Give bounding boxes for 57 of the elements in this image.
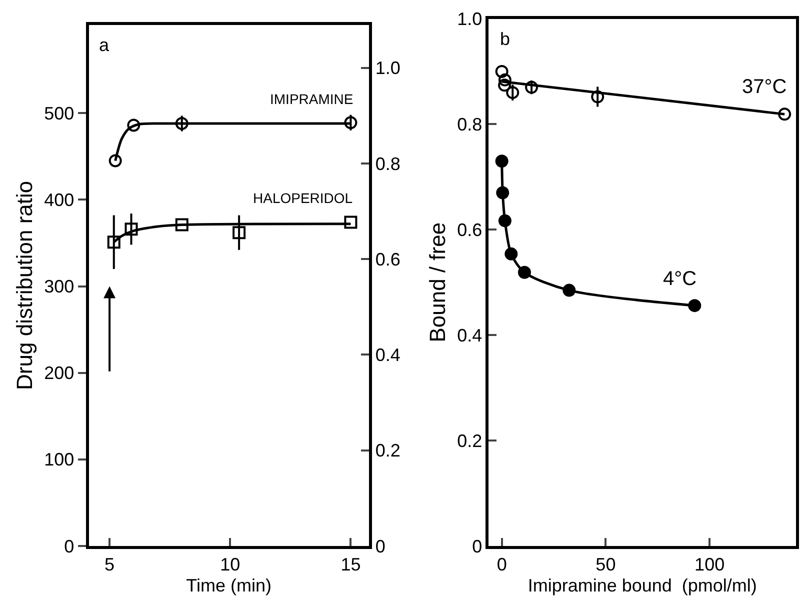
y2-tick-label: 0.6: [375, 249, 400, 270]
point: [344, 116, 358, 130]
point: [562, 284, 576, 297]
point: [688, 299, 702, 312]
x-tick-label: 10: [220, 554, 240, 575]
point: [107, 236, 120, 249]
point: [495, 64, 508, 78]
point: [127, 118, 140, 132]
x-tick-label: 5: [104, 554, 115, 575]
y-tick-label: 200: [44, 363, 74, 384]
y-tick-label: 0: [64, 536, 74, 556]
point: [504, 247, 518, 260]
point: [124, 222, 138, 236]
y-tick-label: 500: [44, 103, 74, 124]
y2-tick-label: 0.2: [375, 440, 400, 461]
point: [108, 154, 122, 168]
x-tick-label: 15: [340, 554, 361, 575]
y2-tick-label: 0: [375, 536, 386, 556]
point: [518, 266, 531, 279]
point: [778, 108, 792, 121]
y-tick-label: 1.0: [457, 9, 482, 30]
x-axis-title: Imipramine bound (pmol/ml): [528, 576, 757, 596]
y-tick-label: 400: [44, 190, 74, 210]
point: [506, 86, 520, 100]
point: [498, 78, 512, 92]
point: [591, 90, 604, 104]
x-tick-label: 0: [496, 554, 507, 575]
point: [495, 154, 508, 168]
point: [498, 214, 512, 228]
y-axis-title: Drug distribution ratio: [12, 180, 37, 390]
y-tick-label: 100: [44, 450, 74, 470]
y-tick-label: 0.8: [457, 114, 482, 135]
point: [175, 218, 188, 232]
text: a: [99, 35, 110, 55]
x-axis-title: Time (min): [186, 576, 272, 596]
series-label: IMIPRAMINE: [270, 91, 354, 107]
point: [525, 80, 538, 94]
series-label: HALOPERIDOL: [253, 190, 353, 206]
point: [498, 73, 512, 86]
y-tick-label: 300: [44, 276, 74, 297]
point: [175, 117, 188, 130]
series-label: 37°C: [742, 76, 787, 98]
y-axis-title: Bound / free: [424, 222, 450, 342]
y2-tick-label: 1.0: [375, 58, 400, 78]
x-tick-label: 50: [596, 554, 616, 575]
y-tick-label: 0.4: [457, 325, 482, 346]
y-tick-label: 0: [472, 536, 482, 556]
text: b: [500, 29, 510, 49]
y-tick-label: 0.2: [457, 430, 482, 451]
x-tick-label: 100: [694, 554, 725, 575]
y-tick-label: 0.6: [457, 220, 482, 240]
y2-tick-label: 0.8: [375, 154, 400, 174]
y2-tick-label: 0.4: [375, 345, 400, 366]
point: [344, 216, 358, 229]
series-label: 4°C: [663, 268, 697, 290]
point: [496, 186, 510, 200]
point: [232, 226, 246, 240]
